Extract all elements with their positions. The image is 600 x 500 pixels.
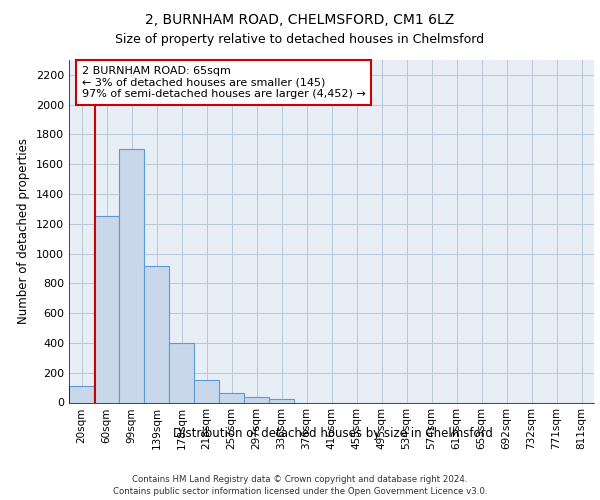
Bar [244,396,269,402]
Bar [194,380,219,402]
Bar [269,399,294,402]
Text: Distribution of detached houses by size in Chelmsford: Distribution of detached houses by size … [173,428,493,440]
Bar [169,343,194,402]
Text: Contains public sector information licensed under the Open Government Licence v3: Contains public sector information licen… [113,487,487,496]
Text: 2 BURNHAM ROAD: 65sqm
← 3% of detached houses are smaller (145)
97% of semi-deta: 2 BURNHAM ROAD: 65sqm ← 3% of detached h… [82,66,365,99]
Text: Contains HM Land Registry data © Crown copyright and database right 2024.: Contains HM Land Registry data © Crown c… [132,475,468,484]
Bar [119,150,144,402]
Bar [94,216,119,402]
Text: 2, BURNHAM ROAD, CHELMSFORD, CM1 6LZ: 2, BURNHAM ROAD, CHELMSFORD, CM1 6LZ [145,12,455,26]
Bar [69,386,94,402]
Y-axis label: Number of detached properties: Number of detached properties [17,138,31,324]
Text: Size of property relative to detached houses in Chelmsford: Size of property relative to detached ho… [115,32,485,46]
Bar [144,266,169,402]
Bar [219,393,244,402]
